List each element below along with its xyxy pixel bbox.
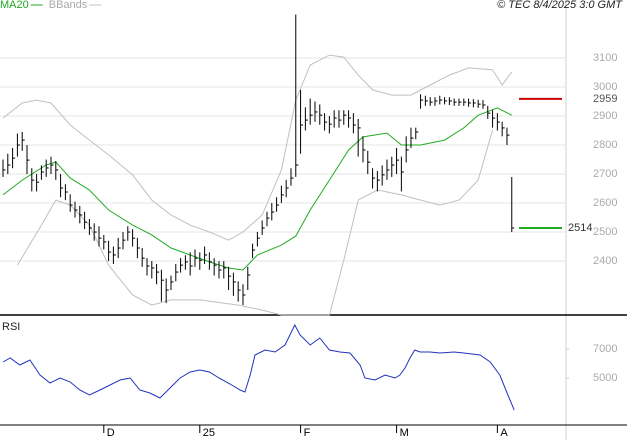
x-tick-label: D	[107, 427, 115, 439]
x-tick-label: 25	[203, 427, 215, 439]
x-tick-label: F	[304, 427, 311, 439]
credit: © TEC 8/4/2025 3:0 GMT	[497, 0, 623, 11]
legend-label: MA20	[0, 0, 29, 11]
series-line	[2, 323, 515, 411]
level-label: 2959	[593, 93, 617, 105]
series-line	[16, 129, 494, 316]
rsi-title: RSI	[2, 321, 20, 333]
legend-label: BBands	[49, 0, 88, 11]
y-tick-label: 2500	[593, 226, 617, 238]
y-tick-label: 3100	[593, 52, 617, 64]
series-line	[2, 107, 513, 271]
y-tick-label: 5000	[593, 372, 617, 384]
y-tick-label: 7000	[593, 343, 617, 355]
y-tick-label: 2600	[593, 197, 617, 209]
y-tick-label: 2900	[593, 110, 617, 122]
x-tick-label: M	[400, 427, 409, 439]
y-tick-label: 2800	[593, 139, 617, 151]
y-tick-label: 3000	[593, 81, 617, 93]
y-tick-label: 2700	[593, 168, 617, 180]
series-line	[2, 54, 513, 241]
y-tick-label: 2400	[593, 255, 617, 267]
level-label: 2514	[568, 222, 592, 234]
x-tick-label: A	[500, 427, 508, 439]
